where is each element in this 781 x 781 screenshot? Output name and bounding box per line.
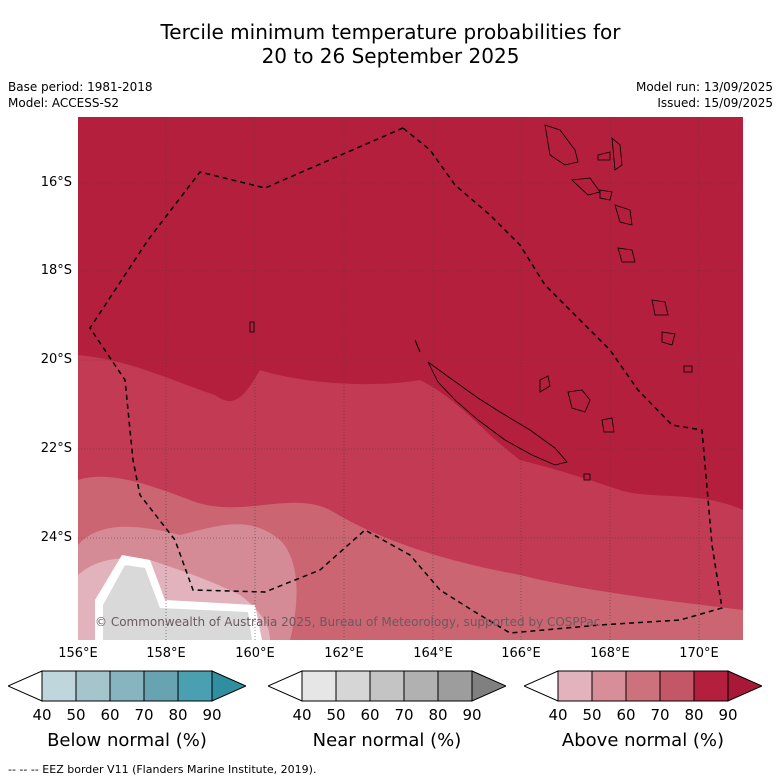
lat-label: 20°S	[40, 352, 72, 367]
colorbar-min-extend	[522, 670, 559, 702]
colorbar-tick: 80	[428, 706, 448, 724]
colorbar-tick: 50	[582, 706, 602, 724]
colorbar-segment	[625, 670, 661, 702]
colorbar-max-extend	[727, 670, 764, 702]
reef-chesterfield	[249, 321, 255, 333]
island-belep	[414, 339, 421, 353]
colorbar-tick: 40	[292, 706, 312, 724]
model-name: Model: ACCESS-S2	[8, 96, 120, 110]
colorbar-segment	[591, 670, 627, 702]
colorbar-segment	[143, 670, 179, 702]
colorbar-tick: 60	[360, 706, 380, 724]
colorbar-tick: 60	[616, 706, 636, 724]
chart-title-line1: Tercile minimum temperature probabilitie…	[160, 20, 621, 44]
lon-label: 170°E	[679, 646, 719, 661]
colorbar-segment	[437, 670, 473, 702]
lat-label: 16°S	[40, 175, 72, 190]
colorbar-min-extend	[6, 670, 43, 702]
colorbar-segment	[659, 670, 695, 702]
island-maewo	[611, 137, 623, 171]
chart-title-line2: 20 to 26 September 2025	[261, 44, 520, 68]
colorbar-max-extend	[471, 670, 508, 702]
colorbar-tick: 70	[650, 706, 670, 724]
island-epi	[614, 204, 633, 226]
colorbar-above: 40 50 60 70 80 90	[522, 670, 764, 724]
island-ouvea	[539, 375, 551, 393]
colorbar-near: 40 50 60 70 80 90	[266, 670, 508, 724]
island-mare	[601, 417, 615, 433]
lon-label: 160°E	[235, 646, 275, 661]
lon-label: 168°E	[590, 646, 630, 661]
lat-label: 24°S	[40, 530, 72, 545]
island-ambrym	[599, 189, 613, 201]
colorbar-label: Below normal (%)	[47, 730, 207, 751]
lon-label: 164°E	[413, 646, 453, 661]
colorbar-max-extend	[211, 670, 248, 702]
colorbar-tick: 40	[548, 706, 568, 724]
colorbar-tick: 90	[202, 706, 222, 724]
colorbar-segment	[403, 670, 439, 702]
colorbar-segment	[557, 670, 593, 702]
colorbar-tick: 90	[718, 706, 738, 724]
colorbar-segment	[109, 670, 145, 702]
region-near-normal	[103, 565, 252, 640]
eez-border	[89, 127, 723, 634]
colorbar-segment	[693, 670, 729, 702]
colorbar-tick: 40	[32, 706, 52, 724]
eez-footnote: -- -- -- EEZ border V11 (Flanders Marine…	[8, 763, 317, 776]
colorbar-tick: 70	[134, 706, 154, 724]
colorbar-label: Above normal (%)	[561, 730, 725, 751]
island-tanna	[661, 331, 676, 346]
island-erromango	[651, 299, 669, 316]
colorbar-segment	[369, 670, 405, 702]
colorbar-svg	[6, 670, 248, 702]
colorbar-segment	[41, 670, 77, 702]
colorbar-label: Near normal (%)	[312, 730, 462, 751]
lat-label: 22°S	[40, 441, 72, 456]
new-caledonia-island	[427, 361, 568, 466]
lat-label: 18°S	[40, 263, 72, 278]
colorbar-min-extend	[266, 670, 303, 702]
base-period: Base period: 1981-2018	[8, 80, 153, 94]
island-espiritu-santo	[544, 124, 579, 166]
colorbar-segment	[301, 670, 337, 702]
issued-date: Issued: 15/09/2025	[657, 96, 773, 110]
colorbar-svg	[266, 670, 508, 702]
island-pines	[583, 473, 591, 481]
colorbar-segment	[75, 670, 111, 702]
island-aneityum	[683, 365, 693, 373]
colorbar-segment	[177, 670, 213, 702]
island-ambae	[597, 151, 611, 161]
colorbar-svg	[522, 670, 764, 702]
colorbar-tick: 70	[394, 706, 414, 724]
island-lifou	[567, 389, 591, 413]
lon-label: 158°E	[146, 646, 186, 661]
colorbar-segment	[335, 670, 371, 702]
model-run: Model run: 13/09/2025	[635, 80, 773, 94]
island-efate	[617, 247, 636, 263]
lon-label: 166°E	[501, 646, 541, 661]
colorbar-tick: 60	[100, 706, 120, 724]
copyright-notice: © Commonwealth of Australia 2025, Bureau…	[95, 615, 601, 629]
colorbar-tick: 90	[462, 706, 482, 724]
colorbar-tick: 80	[168, 706, 188, 724]
colorbar-tick: 50	[326, 706, 346, 724]
graticule	[78, 117, 743, 640]
colorbar-tick: 50	[66, 706, 86, 724]
lon-label: 162°E	[324, 646, 364, 661]
colorbar-tick: 80	[684, 706, 704, 724]
colorbar-below: 40 50 60 70 80 90	[6, 670, 248, 724]
lon-label: 156°E	[58, 646, 98, 661]
